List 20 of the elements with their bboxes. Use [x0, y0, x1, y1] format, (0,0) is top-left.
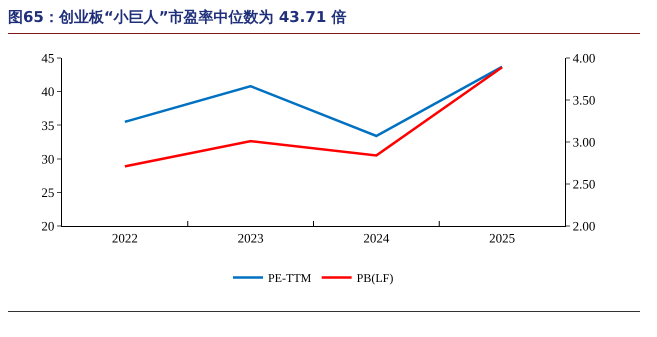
chart-title: 图65：创业板“小巨人”市盈率中位数为 43.71 倍: [8, 8, 640, 34]
legend-label: PE-TTM: [268, 271, 312, 286]
x-tick-label: 2022: [112, 230, 138, 246]
line-series: [124, 66, 504, 168]
y-tick-label: 45: [41, 50, 54, 66]
x-tick-label: 2025: [489, 230, 516, 246]
y2-tick-label: 4.00: [572, 50, 596, 66]
y-tick-label: 30: [41, 151, 54, 166]
y2-tick-label: 3.00: [572, 134, 596, 150]
line-series: [124, 65, 504, 138]
y-tick-label: 40: [41, 84, 54, 100]
y-tick-label: 25: [41, 184, 54, 200]
y-tick-label: 20: [41, 218, 54, 234]
y2-tick-label: 2.00: [572, 218, 596, 234]
y2-tick-label: 3.50: [572, 92, 596, 108]
y-tick-label: 35: [41, 118, 54, 133]
legend-label: PB(LF): [356, 271, 394, 286]
x-tick-label: 2024: [363, 230, 390, 246]
y2-tick-label: 2.50: [572, 176, 596, 192]
x-tick-label: 2023: [238, 230, 264, 246]
